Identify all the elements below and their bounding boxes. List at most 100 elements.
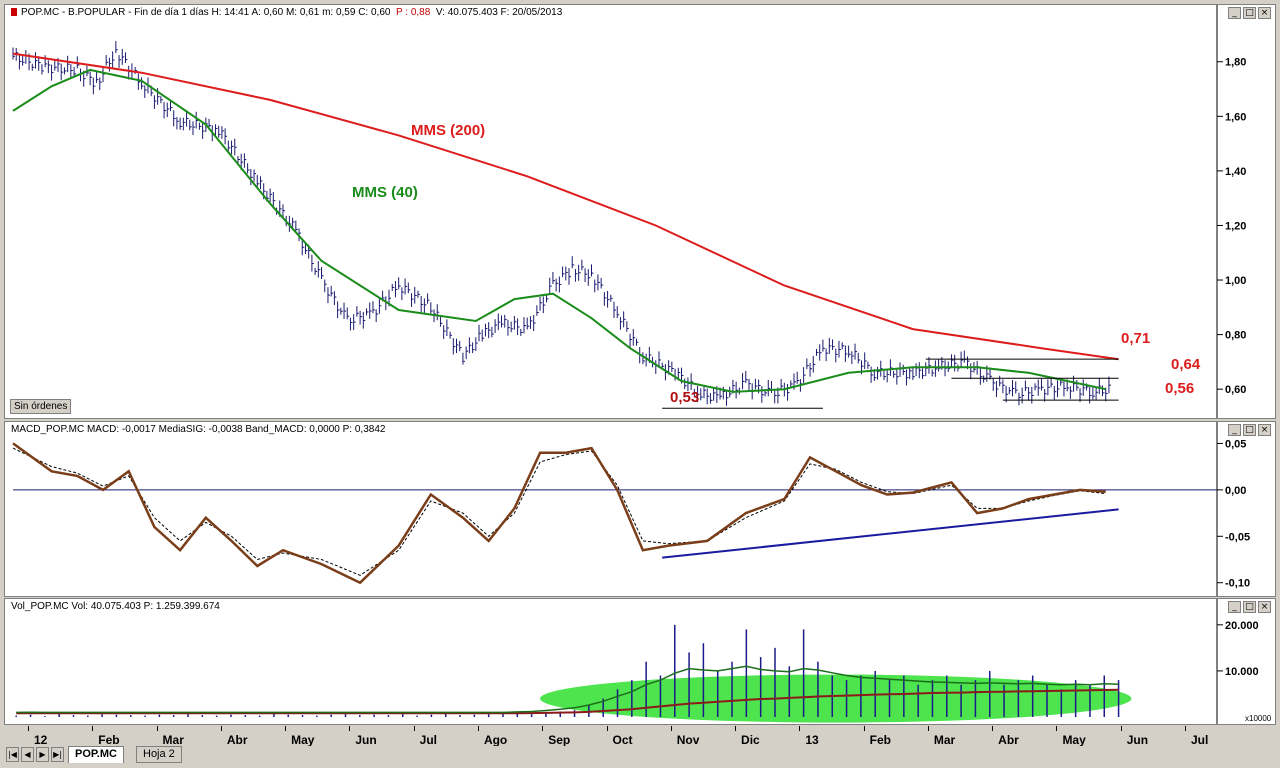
month-tick-mark <box>863 726 865 731</box>
month-tick-mark <box>670 726 672 731</box>
price-title-p: P : 0,88 <box>396 7 431 18</box>
month-tick-mark <box>156 726 158 731</box>
month-tick-mark <box>349 726 351 731</box>
mms200-line <box>12 52 1119 361</box>
volume-chart[interactable]: 20.000 10.000 x10000 <box>5 599 1275 724</box>
maximize-icon[interactable]: □ <box>1243 7 1256 19</box>
mms200-label: MMS (200) <box>411 122 485 139</box>
month-tick-label: Dic <box>741 733 760 747</box>
price-y-tick-label: 0,60 <box>1225 384 1246 396</box>
time-axis: 12 Feb Mar Abr May Jun Jul Ago Sep Oct Nov Dic 13 Feb… <box>0 726 1280 747</box>
month-tick-label: Feb <box>869 733 891 747</box>
macd-y-tick-label: 0,05 <box>1225 438 1246 450</box>
volume-slow-avg-line <box>16 688 1119 715</box>
month-tick-label: Jun <box>1126 733 1149 747</box>
month-tick-label: Oct <box>612 733 633 747</box>
price-y-tick-label: 1,60 <box>1225 111 1246 123</box>
month-tick-mark <box>28 726 29 731</box>
price-y-tick-label: 1,80 <box>1225 57 1246 69</box>
price-window-buttons: _ □ × <box>1228 7 1271 19</box>
mms40-label: MMS (40) <box>352 184 418 201</box>
macd-trendline <box>662 508 1119 559</box>
macd-line <box>12 442 1106 585</box>
macd-panel-title: MACD_POP.MC MACD: -0,0017 MediaSIG: -0,0… <box>11 424 386 435</box>
month-tick-label: 12 <box>34 733 48 747</box>
level-056-label: 0,56 <box>1165 380 1194 397</box>
sin-ordenes-label[interactable]: Sin órdenes <box>10 399 72 414</box>
month-tick-label: 13 <box>805 733 819 747</box>
last-sheet-icon[interactable]: ▶| <box>51 747 64 762</box>
month-tick-label: Abr <box>998 733 1019 747</box>
month-tick-mark <box>413 726 415 731</box>
month-tick-label: Sep <box>548 733 571 747</box>
minimize-icon[interactable]: _ <box>1228 424 1241 436</box>
tab-hoja-2[interactable]: Hoja 2 <box>136 746 182 763</box>
price-panel: POP.MC - B.POPULAR - Fin de día 1 días H… <box>4 4 1276 419</box>
volume-window-buttons: _ □ × <box>1228 601 1271 613</box>
price-y-tick-label: 1,00 <box>1225 275 1246 287</box>
month-tick-mark <box>220 726 222 731</box>
sheet-tab-bar: |◀ ◀ ▶ ▶| POP.MC Hoja 2 <box>4 746 1276 764</box>
volume-panel-title: Vol_POP.MC Vol: 40.075.403 P: 1.259.399.… <box>11 601 220 612</box>
tab-pop-mc[interactable]: POP.MC <box>68 746 124 763</box>
month-tick-mark <box>285 726 287 731</box>
vol-scale-note: x10000 <box>1245 714 1272 723</box>
month-tick-mark <box>799 726 801 731</box>
macd-signal-line <box>12 447 1106 576</box>
price-title-text: POP.MC - B.POPULAR - Fin de día 1 días H… <box>21 7 391 18</box>
price-y-tick-label: 0,80 <box>1225 330 1246 342</box>
price-title-suffix: V: 40.075.403 F: 20/05/2013 <box>435 7 563 18</box>
price-chart[interactable]: 1,80 1,60 1,40 1,20 1,00 0,80 0,60 MMS (200) MMS… <box>5 5 1275 418</box>
vol-y-tick-label: 10.000 <box>1225 666 1259 678</box>
month-tick-mark <box>477 726 479 731</box>
month-tick-mark <box>1056 726 1058 731</box>
macd-y-tick-label: -0,10 <box>1225 578 1250 590</box>
close-icon[interactable]: × <box>1258 601 1271 613</box>
month-tick-mark <box>927 726 929 731</box>
price-panel-title: POP.MC - B.POPULAR - Fin de día 1 días H… <box>11 7 562 18</box>
level-064-label: 0,64 <box>1171 356 1201 373</box>
month-tick-label: Abr <box>226 733 248 747</box>
month-tick-label: Jun <box>355 733 377 747</box>
price-y-tick-label: 1,40 <box>1225 166 1246 178</box>
minimize-icon[interactable]: _ <box>1228 601 1241 613</box>
month-tick-label: Mar <box>162 733 184 747</box>
month-tick-label: Nov <box>676 733 700 747</box>
volume-highlight-ellipse <box>540 674 1132 723</box>
series-marker-icon <box>11 8 17 17</box>
level-071-label: 0,71 <box>1121 330 1150 347</box>
month-tick-mark <box>1120 726 1122 731</box>
maximize-icon[interactable]: □ <box>1243 601 1256 613</box>
close-icon[interactable]: × <box>1258 7 1271 19</box>
vol-y-tick-label: 20.000 <box>1225 620 1259 632</box>
month-tick-label: Jul <box>419 733 437 747</box>
macd-panel: MACD_POP.MC MACD: -0,0017 MediaSIG: -0,0… <box>4 421 1276 597</box>
month-tick-mark <box>1185 726 1186 731</box>
macd-chart[interactable]: 0,05 0,00 -0,05 -0,10 <box>5 422 1275 596</box>
month-tick-label: May <box>1062 733 1086 747</box>
volume-fast-avg-line <box>16 665 1119 714</box>
month-tick-label: Ago <box>483 733 508 747</box>
mms40-line <box>12 68 1106 393</box>
month-tick-mark <box>992 726 994 731</box>
volume-panel: Vol_POP.MC Vol: 40.075.403 P: 1.259.399.… <box>4 598 1276 725</box>
first-sheet-icon[interactable]: |◀ <box>6 747 19 762</box>
month-tick-label: Mar <box>933 733 956 747</box>
close-icon[interactable]: × <box>1258 424 1271 436</box>
price-y-tick-label: 1,20 <box>1225 220 1246 232</box>
month-tick-mark <box>92 726 94 731</box>
month-tick-label: Feb <box>98 733 120 747</box>
macd-window-buttons: _ □ × <box>1228 424 1271 436</box>
macd-y-tick-label: 0,00 <box>1225 485 1246 497</box>
month-tick-mark <box>735 726 737 731</box>
month-tick-label: May <box>291 733 315 747</box>
minimize-icon[interactable]: _ <box>1228 7 1241 19</box>
maximize-icon[interactable]: □ <box>1243 424 1256 436</box>
month-tick-mark <box>606 726 608 731</box>
macd-y-tick-label: -0,05 <box>1225 531 1250 543</box>
month-tick-label: Jul <box>1191 733 1209 747</box>
level-053-label: 0,53 <box>670 389 699 406</box>
month-tick-mark <box>542 726 544 731</box>
prev-sheet-icon[interactable]: ◀ <box>21 747 34 762</box>
next-sheet-icon[interactable]: ▶ <box>36 747 49 762</box>
